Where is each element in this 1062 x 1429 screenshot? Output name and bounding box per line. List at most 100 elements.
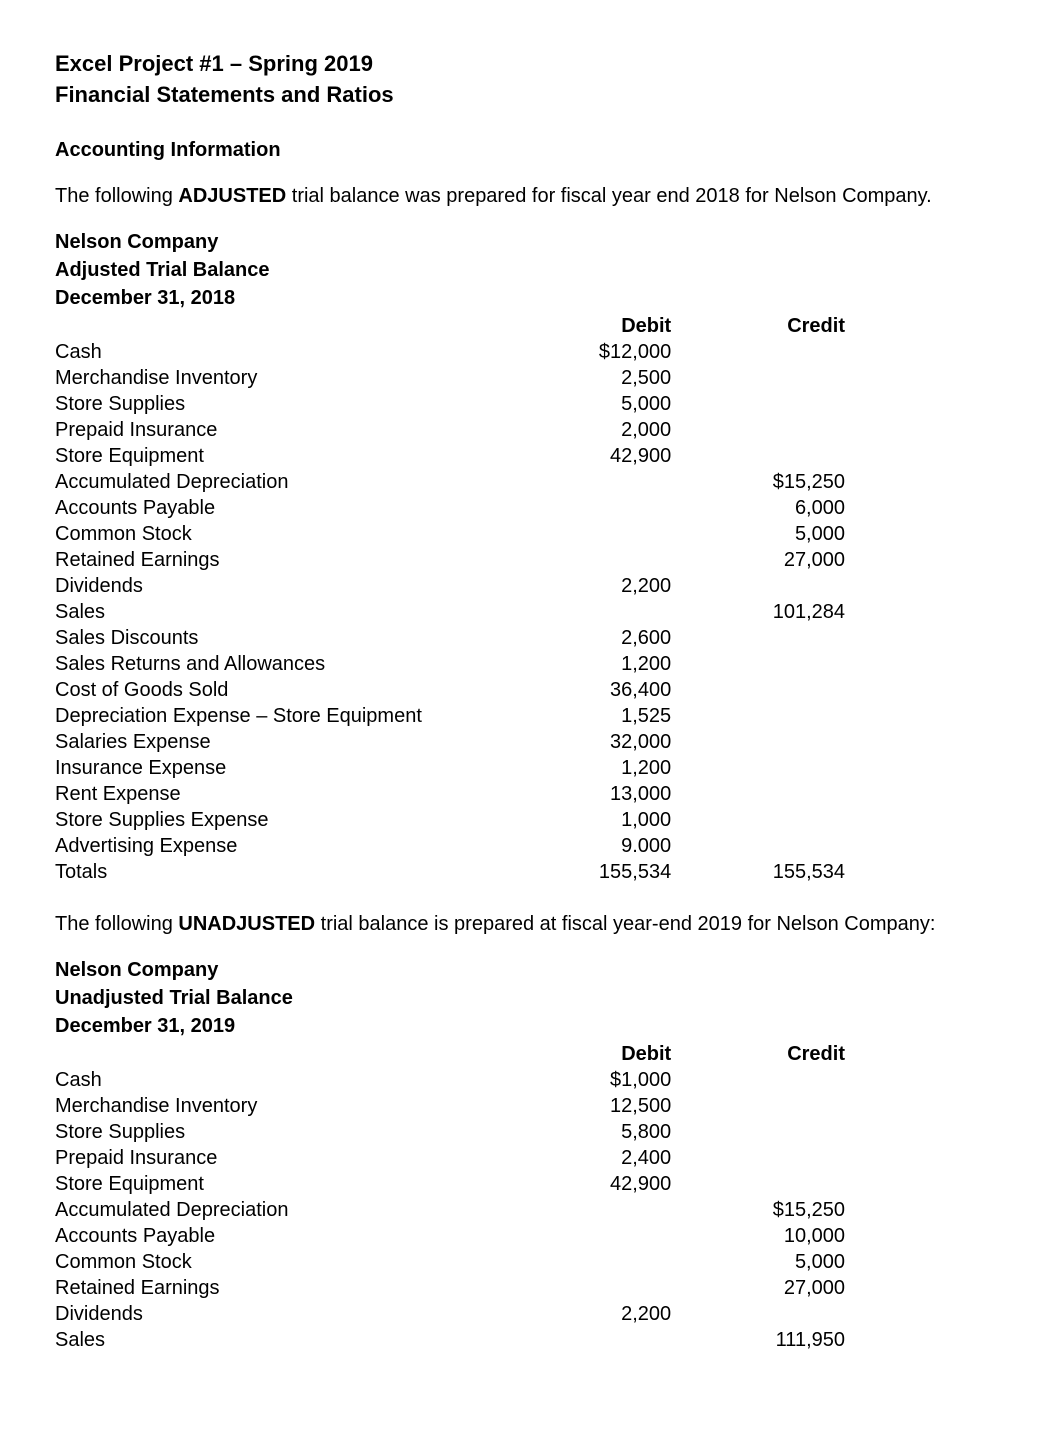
adjusted-credit <box>671 703 845 729</box>
adjusted-header-blank <box>55 313 497 339</box>
unadjusted-debit: 42,900 <box>497 1171 671 1197</box>
adjusted-debit: 5,000 <box>497 391 671 417</box>
unadjusted-account: Dividends <box>55 1301 497 1327</box>
adjusted-account: Store Supplies Expense <box>55 807 497 833</box>
adjusted-debit: 2,500 <box>497 365 671 391</box>
unadjusted-header-debit: Debit <box>497 1041 671 1067</box>
adjusted-account: Depreciation Expense – Store Equipment <box>55 703 497 729</box>
adjusted-credit <box>671 625 845 651</box>
adjusted-credit <box>671 677 845 703</box>
table-row: Store Supplies Expense1,000 <box>55 807 845 833</box>
table-row: Dividends2,200 <box>55 1301 845 1327</box>
unadjusted-debit: 12,500 <box>497 1093 671 1119</box>
unadjusted-account: Merchandise Inventory <box>55 1093 497 1119</box>
adjusted-debit: 2,600 <box>497 625 671 651</box>
adjusted-debit: 1,200 <box>497 755 671 781</box>
unadjusted-debit: $1,000 <box>497 1067 671 1093</box>
unadjusted-account: Store Equipment <box>55 1171 497 1197</box>
adjusted-account: Dividends <box>55 573 497 599</box>
adjusted-credit: 5,000 <box>671 521 845 547</box>
adjusted-debit <box>497 495 671 521</box>
adjusted-account: Accounts Payable <box>55 495 497 521</box>
table-row: Salaries Expense32,000 <box>55 729 845 755</box>
table-row: Sales Returns and Allowances1,200 <box>55 651 845 677</box>
section-heading: Accounting Information <box>55 137 1007 163</box>
unadjusted-table: Debit Credit Cash$1,000Merchandise Inven… <box>55 1041 845 1353</box>
adjusted-account: Accumulated Depreciation <box>55 469 497 495</box>
unadjusted-account: Sales <box>55 1327 497 1353</box>
adjusted-account: Merchandise Inventory <box>55 365 497 391</box>
table-row: Common Stock 5,000 <box>55 521 845 547</box>
unadjusted-credit <box>671 1119 845 1145</box>
doc-title-line1: Excel Project #1 – Spring 2019 <box>55 50 1007 79</box>
unadjusted-credit: 111,950 <box>671 1327 845 1353</box>
intro-adjusted: The following ADJUSTED trial balance was… <box>55 183 1007 209</box>
unadjusted-debit <box>497 1197 671 1223</box>
unadjusted-header-credit: Credit <box>671 1041 845 1067</box>
unadjusted-trial-balance: Nelson Company Unadjusted Trial Balance … <box>55 957 845 1353</box>
adjusted-debit: 42,900 <box>497 443 671 469</box>
adjusted-debit: 2,200 <box>497 573 671 599</box>
unadjusted-debit: 2,400 <box>497 1145 671 1171</box>
adjusted-credit: 27,000 <box>671 547 845 573</box>
table-row: Accounts Payable6,000 <box>55 495 845 521</box>
table-row: Sales Discounts2,600 <box>55 625 845 651</box>
adjusted-credit <box>671 833 845 859</box>
table-row: Cost of Goods Sold36,400 <box>55 677 845 703</box>
adjusted-credit <box>671 729 845 755</box>
table-row: Prepaid Insurance2,400 <box>55 1145 845 1171</box>
table-row: Dividends2,200 <box>55 573 845 599</box>
table-row: Insurance Expense1,200 <box>55 755 845 781</box>
table-row: Common Stock5,000 <box>55 1249 845 1275</box>
intro-unadjusted: The following UNADJUSTED trial balance i… <box>55 911 1007 937</box>
adjusted-table: Debit Credit Cash$12,000Merchandise Inve… <box>55 313 845 885</box>
adjusted-debit: 36,400 <box>497 677 671 703</box>
adjusted-debit: 1,000 <box>497 807 671 833</box>
table-row: Merchandise Inventory12,500 <box>55 1093 845 1119</box>
adjusted-date: December 31, 2018 <box>55 285 845 311</box>
adjusted-debit <box>497 599 671 625</box>
table-row: Accounts Payable10,000 <box>55 1223 845 1249</box>
intro-unadjusted-prefix: The following <box>55 913 178 935</box>
adjusted-credit: 155,534 <box>671 859 845 885</box>
adjusted-account: Cost of Goods Sold <box>55 677 497 703</box>
doc-title-line2: Financial Statements and Ratios <box>55 81 1007 110</box>
adjusted-account: Cash <box>55 339 497 365</box>
unadjusted-debit <box>497 1327 671 1353</box>
unadjusted-debit <box>497 1223 671 1249</box>
adjusted-account: Retained Earnings <box>55 547 497 573</box>
table-row: Sales101,284 <box>55 599 845 625</box>
adjusted-debit: 1,200 <box>497 651 671 677</box>
unadjusted-credit <box>671 1301 845 1327</box>
adjusted-debit: 2,000 <box>497 417 671 443</box>
adjusted-account: Salaries Expense <box>55 729 497 755</box>
intro-unadjusted-bold: UNADJUSTED <box>178 913 315 935</box>
adjusted-account: Store Supplies <box>55 391 497 417</box>
unadjusted-header-blank <box>55 1041 497 1067</box>
table-row: Store Equipment42,900 <box>55 443 845 469</box>
adjusted-credit: 101,284 <box>671 599 845 625</box>
adjusted-debit: 13,000 <box>497 781 671 807</box>
table-row: Advertising Expense9.000 <box>55 833 845 859</box>
table-row: Retained Earnings27,000 <box>55 1275 845 1301</box>
adjusted-company: Nelson Company <box>55 229 845 255</box>
intro-unadjusted-suffix: trial balance is prepared at fiscal year… <box>315 913 935 935</box>
unadjusted-account: Cash <box>55 1067 497 1093</box>
table-row: Merchandise Inventory2,500 <box>55 365 845 391</box>
adjusted-account: Sales Discounts <box>55 625 497 651</box>
adjusted-credit <box>671 651 845 677</box>
unadjusted-title: Unadjusted Trial Balance <box>55 985 845 1011</box>
unadjusted-company: Nelson Company <box>55 957 845 983</box>
adjusted-account: Advertising Expense <box>55 833 497 859</box>
adjusted-debit: $12,000 <box>497 339 671 365</box>
adjusted-account: Rent Expense <box>55 781 497 807</box>
table-row: Store Supplies5,000 <box>55 391 845 417</box>
adjusted-account: Common Stock <box>55 521 497 547</box>
table-row: Store Supplies5,800 <box>55 1119 845 1145</box>
unadjusted-credit: 10,000 <box>671 1223 845 1249</box>
adjusted-account: Prepaid Insurance <box>55 417 497 443</box>
table-row: Sales 111,950 <box>55 1327 845 1353</box>
unadjusted-credit: 5,000 <box>671 1249 845 1275</box>
table-row: Totals155,534155,534 <box>55 859 845 885</box>
adjusted-debit: 1,525 <box>497 703 671 729</box>
